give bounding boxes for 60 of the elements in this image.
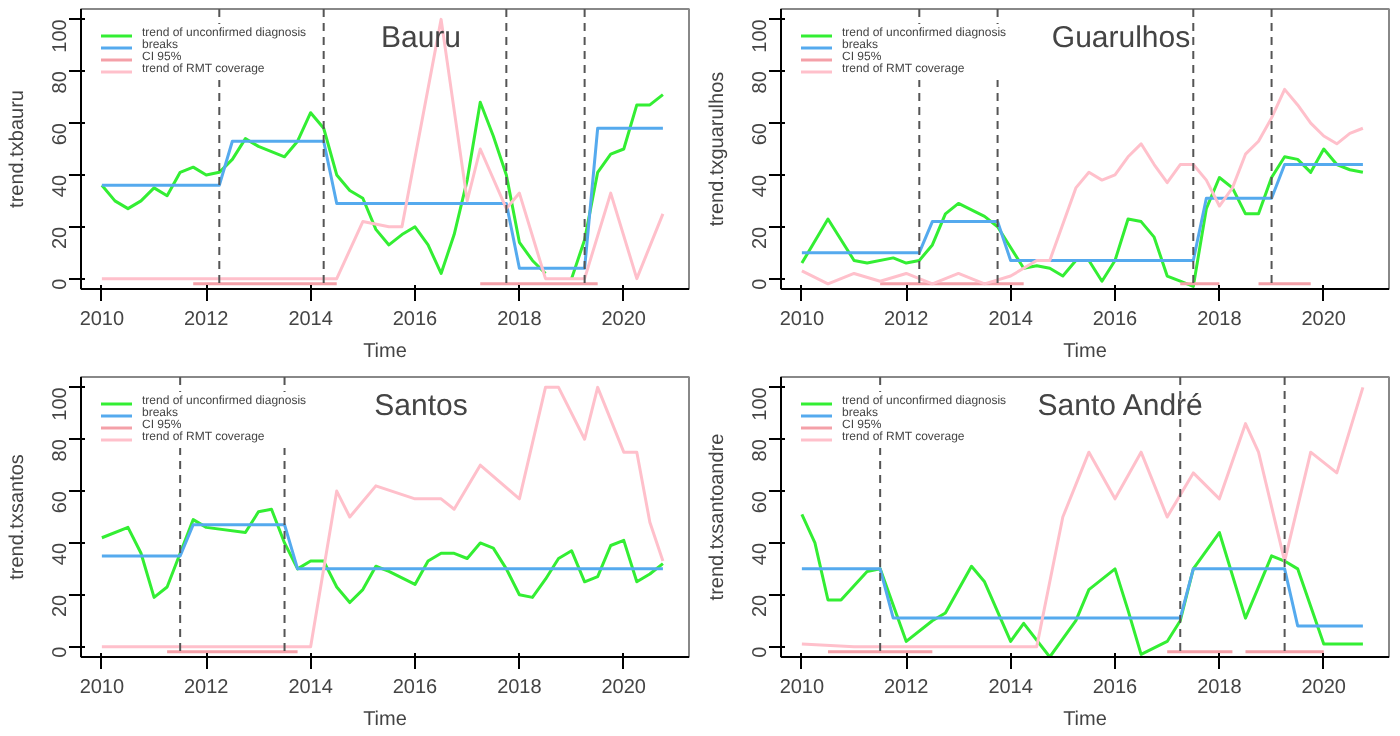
x-tick-label: 2014: [988, 677, 1034, 699]
x-axis-title: Time: [1063, 341, 1108, 363]
y-tick-label: 60: [750, 490, 772, 514]
y-tick-label: 40: [50, 174, 72, 198]
x-tick-label: 2010: [779, 309, 825, 331]
y-axis-title: trend.txsantoandre: [707, 432, 729, 601]
y-axis-title: trend.txguarulhos: [707, 71, 729, 227]
x-tick-label: 2020: [601, 677, 647, 699]
y-tick-label: 100: [50, 18, 72, 53]
y-tick-label: 60: [750, 122, 772, 146]
chart-title: Santos: [374, 389, 468, 423]
x-axis-title: Time: [363, 709, 408, 731]
x-tick-label: 2018: [497, 677, 543, 699]
x-tick-label: 2020: [601, 309, 647, 331]
x-tick-label: 2016: [1092, 677, 1139, 699]
y-tick-label: 0: [50, 645, 72, 658]
chart-title: Guarulhos: [1051, 21, 1191, 55]
y-tick-label: 40: [750, 174, 772, 198]
y-tick-label: 20: [50, 593, 72, 618]
y-axis-title: trend.txsantos: [7, 454, 29, 580]
x-tick-label: 2010: [79, 677, 125, 699]
y-tick-label: 60: [50, 122, 72, 146]
x-axis-title: Time: [1063, 709, 1108, 731]
x-tick-label: 2020: [1301, 309, 1347, 331]
x-tick-label: 2014: [288, 309, 334, 331]
y-tick-label: 100: [50, 386, 72, 421]
x-tick-label: 2016: [1092, 309, 1139, 331]
y-tick-label: 80: [750, 438, 772, 462]
y-tick-label: 100: [750, 18, 772, 53]
chart-title: Bauru: [380, 21, 462, 55]
y-tick-label: 80: [750, 70, 772, 94]
x-axis-title: Time: [363, 341, 408, 363]
x-tick-label: 2016: [392, 309, 439, 331]
y-tick-label: 20: [750, 593, 772, 618]
y-tick-label: 20: [750, 225, 772, 250]
x-tick-label: 2016: [392, 677, 439, 699]
y-tick-label: 60: [50, 490, 72, 514]
x-tick-label: 2018: [497, 309, 543, 331]
x-tick-label: 2014: [988, 309, 1034, 331]
y-tick-label: 0: [50, 277, 72, 290]
x-tick-label: 2012: [184, 309, 230, 331]
y-tick-label: 20: [50, 225, 72, 250]
chart-title: Santo André: [1037, 389, 1203, 423]
x-tick-label: 2020: [1301, 677, 1347, 699]
y-tick-label: 80: [50, 438, 72, 462]
y-tick-label: 40: [750, 542, 772, 566]
y-tick-label: 40: [50, 542, 72, 566]
x-tick-label: 2012: [884, 677, 930, 699]
y-tick-label: 0: [750, 645, 772, 658]
x-tick-label: 2010: [79, 309, 125, 331]
x-tick-label: 2012: [884, 309, 930, 331]
y-tick-label: 100: [750, 386, 772, 421]
x-tick-label: 2014: [288, 677, 334, 699]
x-tick-label: 2010: [779, 677, 825, 699]
y-tick-label: 80: [50, 70, 72, 94]
y-tick-label: 0: [750, 277, 772, 290]
y-axis-title: trend.txbauru: [7, 90, 29, 208]
x-tick-label: 2018: [1197, 309, 1243, 331]
x-tick-label: 2012: [184, 677, 230, 699]
x-tick-label: 2018: [1197, 677, 1243, 699]
